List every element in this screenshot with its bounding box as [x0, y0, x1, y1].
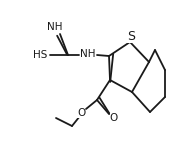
Text: S: S: [127, 29, 135, 42]
Text: O: O: [77, 108, 85, 118]
Text: HS: HS: [33, 50, 47, 60]
Text: NH: NH: [80, 49, 96, 59]
Text: NH: NH: [47, 22, 63, 32]
Text: O: O: [110, 113, 118, 123]
